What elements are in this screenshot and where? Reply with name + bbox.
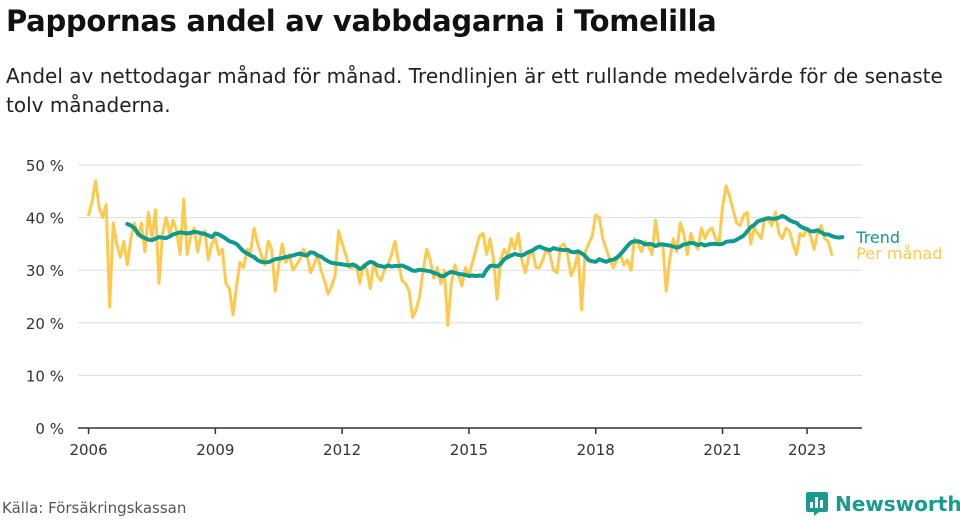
y-tick-label: 20 %	[26, 315, 64, 333]
monthly-series-line	[87, 179, 834, 327]
y-tick-label: 30 %	[26, 262, 64, 280]
brand-name: Newsworthy	[835, 492, 960, 516]
chart-subtitle: Andel av nettodagar månad för månad. Tre…	[6, 64, 943, 117]
x-tick-label: 2015	[450, 441, 488, 459]
x-tick-label: 2009	[196, 441, 234, 459]
gridlines	[78, 164, 862, 376]
y-tick-label: 40 %	[26, 210, 64, 228]
legend-label-trend: Trend	[855, 228, 900, 247]
x-tick-label: 2021	[703, 441, 741, 459]
x-axis: 2006 2009 2012 2015 2018 2021 2023	[69, 427, 862, 459]
x-tick-label: 2018	[577, 441, 615, 459]
y-tick-label: 0 %	[35, 420, 64, 438]
x-tick-label: 2023	[788, 441, 826, 459]
series-lines	[87, 179, 845, 327]
source-note: Källa: Försäkringskassan	[2, 499, 187, 517]
x-tick-label: 2006	[69, 441, 107, 459]
bar-chart-icon	[806, 492, 828, 516]
chart-title: Pappornas andel av vabbdagarna i Tomelil…	[6, 4, 717, 38]
y-axis-labels: 0 % 10 % 20 % 30 % 40 % 50 %	[26, 157, 64, 438]
legend-label-monthly: Per månad	[856, 244, 942, 263]
x-tick-label: 2012	[323, 441, 361, 459]
y-tick-label: 50 %	[26, 157, 64, 175]
brand-logo[interactable]: Newsworthy	[805, 490, 960, 518]
y-tick-label: 10 %	[26, 367, 64, 385]
trend-series-line	[125, 214, 845, 278]
